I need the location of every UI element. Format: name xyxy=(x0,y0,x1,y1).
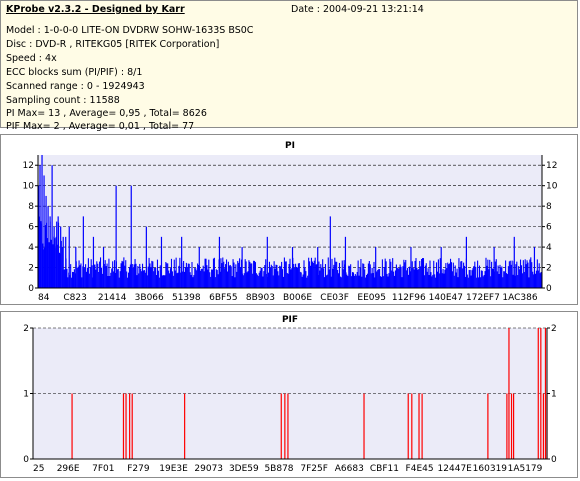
x-tick-label: 7F01 xyxy=(92,464,114,474)
x-tick-label: A6683 xyxy=(335,464,364,474)
y-tick-label-left: 6 xyxy=(28,223,34,233)
x-tick-label: 7F25F xyxy=(300,464,328,474)
pi-chart-panel: PI 0 0 2 2 4 4 6 6 8 8 10 10 12 12 84 C823 21414 3B066 5139… xyxy=(0,134,578,305)
y-tick-label-right: 8 xyxy=(546,202,552,212)
x-tick-label: F279 xyxy=(127,464,150,474)
x-tick-label: 172EF7 xyxy=(466,293,500,303)
disc-info-panel: KProbe v2.3.2 - Designed by Karr Date : … xyxy=(0,0,578,132)
x-tick-label: 25 xyxy=(33,464,44,474)
x-tick-label: CBF11 xyxy=(370,464,399,474)
pi-stats-line: PI Max= 13 , Average= 0,95 , Total= 8626 xyxy=(6,108,207,119)
x-tick-label: 8B903 xyxy=(246,293,275,303)
y-tick-label-right: 4 xyxy=(546,243,552,253)
pif-chart: PIF 0 0 1 1 2 2 25 296E 7F01 F279 19E3E 29073 3DE59 5B… xyxy=(23,315,557,474)
y-tick-label-right: 1 xyxy=(551,390,557,400)
x-tick-label: 296E xyxy=(57,464,80,474)
x-tick-label: B006E xyxy=(283,293,312,303)
x-tick-label: CE03F xyxy=(320,293,349,303)
disc-line: Disc : DVD-R , RITEKG05 [RITEK Corporati… xyxy=(6,39,220,50)
pif-chart-panel: PIF 0 0 1 1 2 2 25 296E 7F01 F279 19E3E 29073 3DE59 5B… xyxy=(0,311,578,478)
y-tick-label-left: 8 xyxy=(28,202,34,212)
y-tick-label-left: 2 xyxy=(28,264,34,274)
x-tick-label: C823 xyxy=(63,293,86,303)
y-tick-label-right: 2 xyxy=(546,264,552,274)
x-tick-label: 5B878 xyxy=(264,464,293,474)
x-tick-label: 84 xyxy=(38,293,50,303)
y-tick-label-right: 0 xyxy=(551,455,557,465)
x-tick-label: 160319 xyxy=(473,464,508,474)
y-tick-label-right: 10 xyxy=(546,182,558,192)
pif-stats-line: PIF Max= 2 , Average= 0,01 , Total= 77 xyxy=(6,121,195,132)
y-tick-label-left: 0 xyxy=(23,455,29,465)
x-tick-label: 3B066 xyxy=(135,293,164,303)
app-title: KProbe v2.3.2 - Designed by Karr xyxy=(6,4,185,15)
x-tick-label: 140E47 xyxy=(429,293,463,303)
model-line: Model : 1-0-0-0 LITE-ON DVDRW SOHW-1633S… xyxy=(6,25,254,36)
x-tick-label: F4E45 xyxy=(406,464,434,474)
y-tick-label-left: 0 xyxy=(28,284,34,294)
x-tick-label: 3DE59 xyxy=(229,464,259,474)
sampling-count-line: Sampling count : 11588 xyxy=(6,95,120,106)
chart-title: PI xyxy=(285,141,295,151)
ecc-line: ECC blocks sum (PI/PIF) : 8/1 xyxy=(6,67,143,78)
pi-chart: PI 0 0 2 2 4 4 6 6 8 8 10 10 12 12 84 C823 21414 3B066 5139… xyxy=(23,141,558,303)
x-tick-label: 51398 xyxy=(172,293,201,303)
x-tick-label: 1AC386 xyxy=(502,293,537,303)
x-tick-label: 21414 xyxy=(98,293,127,303)
scan-date: Date : 2004-09-21 13:21:14 xyxy=(291,4,424,15)
x-tick-label: 1A5179 xyxy=(508,464,543,474)
y-tick-label-left: 4 xyxy=(28,243,34,253)
x-tick-label: EE095 xyxy=(357,293,386,303)
x-tick-label: 12447E xyxy=(438,464,473,474)
y-tick-label-right: 6 xyxy=(546,223,552,233)
y-tick-label-left: 2 xyxy=(23,324,29,334)
speed-line: Speed : 4x xyxy=(6,53,57,64)
y-tick-label-left: 1 xyxy=(23,390,29,400)
y-tick-label-right: 0 xyxy=(546,284,552,294)
y-tick-label-left: 10 xyxy=(23,182,35,192)
x-tick-label: 29073 xyxy=(194,464,223,474)
y-tick-label-left: 12 xyxy=(23,161,34,171)
y-tick-label-right: 2 xyxy=(551,324,557,334)
chart-title: PIF xyxy=(282,315,298,325)
x-tick-label: 6BF55 xyxy=(209,293,238,303)
x-tick-label: 112F96 xyxy=(392,293,426,303)
y-tick-label-right: 12 xyxy=(546,161,557,171)
scanned-range-line: Scanned range : 0 - 1924943 xyxy=(6,81,145,92)
x-tick-label: 19E3E xyxy=(159,464,188,474)
